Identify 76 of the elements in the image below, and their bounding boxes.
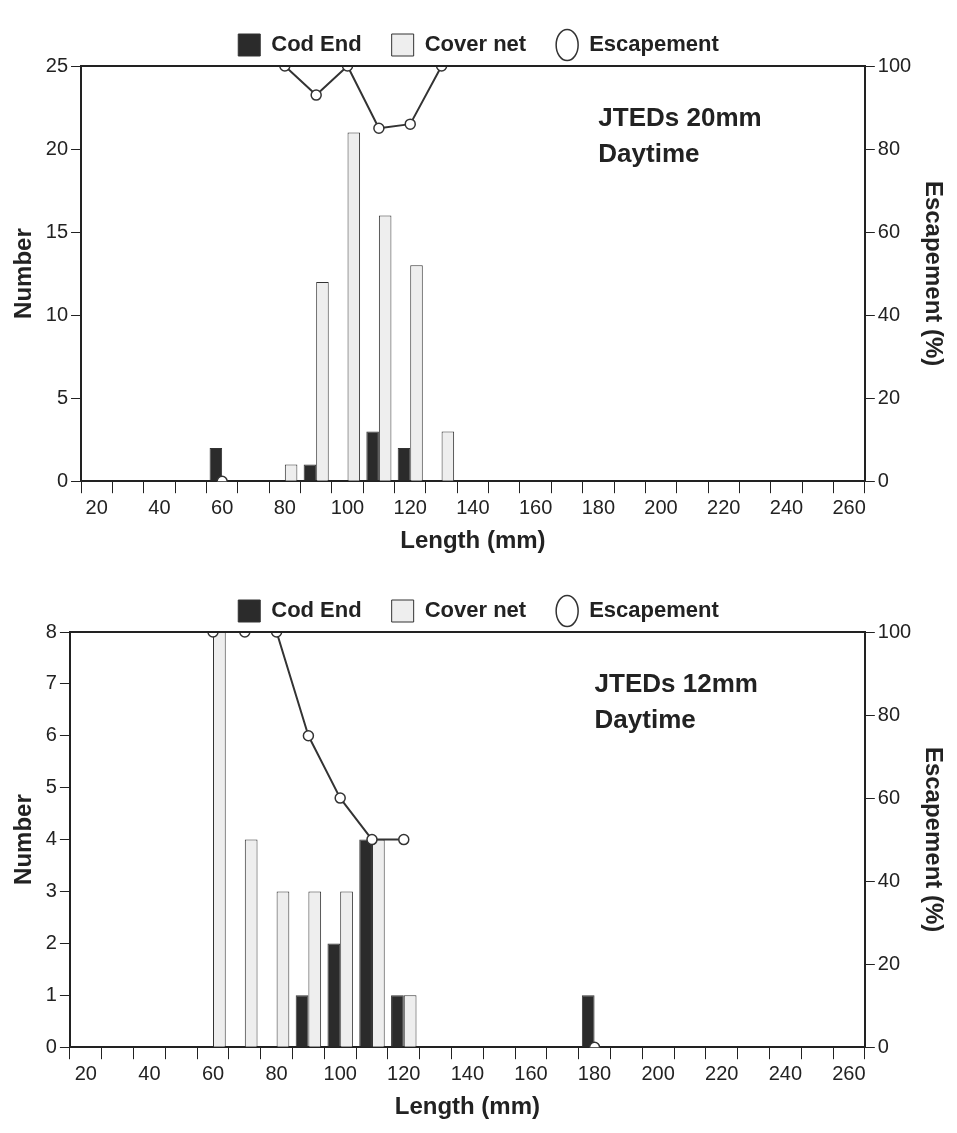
x-tick-label: 20 (85, 495, 108, 518)
y2-tick-label: 20 (877, 951, 901, 974)
legend-label: Cod End (271, 31, 362, 57)
x-axis-title: Length (mm) (394, 1092, 541, 1120)
x-tick-label: 260 (832, 495, 866, 518)
x-tick-label: 140 (450, 1061, 485, 1084)
legend-label: Escapement (589, 31, 720, 57)
annotation: Daytime (594, 704, 696, 735)
legend-label: Escapement (589, 597, 720, 623)
annotation: Daytime (598, 138, 700, 169)
x-tick-label: 100 (323, 1061, 357, 1084)
y2-tick-label: 80 (877, 702, 901, 725)
y-tick-label: 1 (45, 982, 57, 1005)
point (302, 730, 315, 742)
x-tick-label: 180 (581, 495, 616, 518)
x-tick-label: 60 (211, 495, 234, 518)
y2-tick-label: 40 (877, 868, 901, 891)
annotation: JTEDs 20mm (598, 102, 762, 133)
y2-tick-label: 0 (877, 468, 889, 491)
x-tick-label: 80 (273, 495, 296, 518)
y2-tick-label: 100 (877, 619, 912, 642)
x-tick-label: 260 (832, 1061, 866, 1084)
y-tick-label: 0 (56, 468, 69, 491)
y-tick-label: 5 (45, 775, 57, 798)
legend-label: Cover net (424, 31, 527, 57)
y2-tick-label: 60 (877, 219, 901, 242)
y-tick-label: 3 (45, 879, 57, 902)
point (404, 118, 416, 130)
x-tick-label: 180 (577, 1061, 612, 1084)
x-tick-label: 140 (456, 495, 490, 518)
x-tick-label: 200 (641, 1061, 675, 1084)
y2-axis-title: Escapement (%) (920, 180, 948, 367)
legend-label: Cover net (424, 597, 527, 623)
y-axis-title: Number (9, 794, 37, 885)
x-tick-label: 160 (518, 495, 553, 518)
x-tick-label: 240 (769, 495, 804, 518)
x-tick-label: 160 (514, 1061, 548, 1084)
x-axis-title: Length (mm) (400, 526, 546, 554)
x-tick-label: 20 (74, 1061, 97, 1084)
x-tick-label: 40 (138, 1061, 161, 1084)
point (310, 89, 322, 101)
legend-label: Cod End (271, 597, 362, 623)
point (334, 792, 346, 804)
y2-tick-label: 60 (877, 785, 901, 808)
y-tick-label: 5 (56, 385, 69, 408)
y-tick-label: 0 (45, 1034, 57, 1057)
x-tick-label: 80 (265, 1061, 288, 1084)
y-tick-label: 10 (45, 302, 69, 325)
point (373, 122, 385, 135)
x-tick-label: 40 (148, 495, 171, 518)
annotation: JTEDs 12mm (594, 668, 758, 699)
y-tick-label: 4 (45, 827, 57, 850)
y2-tick-label: 20 (877, 385, 901, 408)
y-tick-label: 25 (45, 53, 69, 76)
x-tick-label: 100 (330, 495, 365, 518)
x-tick-label: 120 (393, 495, 427, 518)
point (398, 833, 410, 846)
x-tick-label: 120 (387, 1061, 421, 1084)
y2-tick-label: 0 (877, 1034, 889, 1057)
point (366, 833, 378, 846)
x-tick-label: 220 (705, 1061, 739, 1084)
y-tick-label: 6 (45, 723, 57, 746)
x-tick-label: 220 (707, 495, 741, 518)
y2-tick-label: 80 (877, 136, 901, 159)
y-tick-label: 15 (45, 219, 69, 242)
y2-tick-label: 40 (877, 302, 901, 325)
y-tick-label: 20 (45, 136, 69, 159)
y-axis-title: Number (9, 228, 37, 319)
y-tick-label: 8 (45, 619, 57, 642)
y-tick-label: 2 (45, 930, 57, 953)
y2-axis-title: Escapement (%) (920, 746, 948, 933)
x-tick-label: 60 (201, 1061, 225, 1084)
x-tick-label: 240 (768, 1061, 803, 1084)
y-tick-label: 7 (45, 671, 57, 694)
y2-tick-label: 100 (877, 53, 912, 76)
x-tick-label: 200 (644, 495, 678, 518)
